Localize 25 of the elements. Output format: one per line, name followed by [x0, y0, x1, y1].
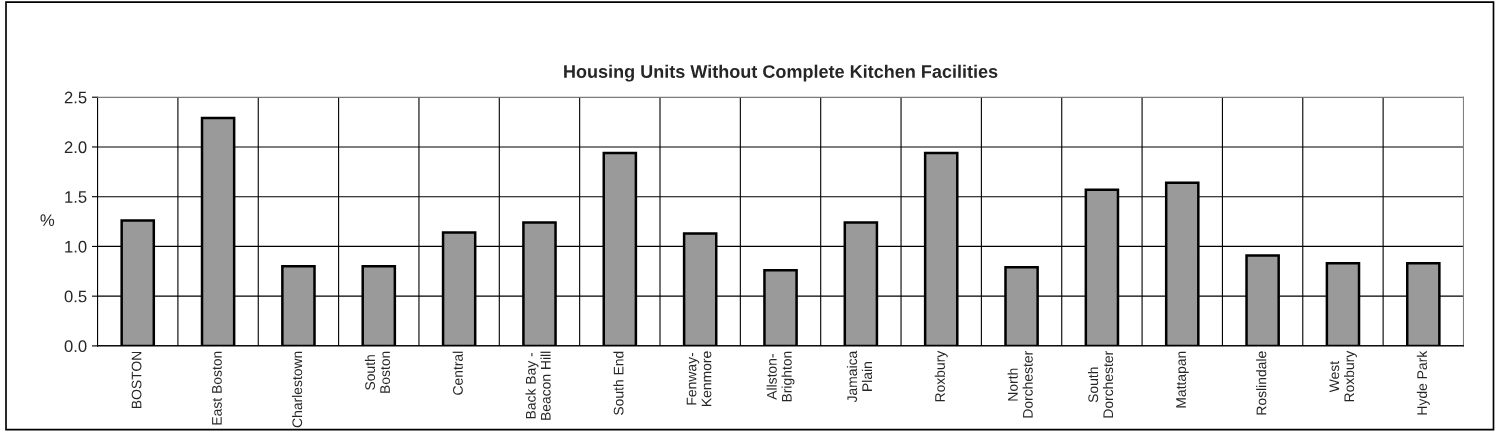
- x-tick-label: West Roxbury: [1329, 350, 1357, 402]
- x-tick-label: North Dorchester: [1007, 350, 1033, 418]
- y-tick-label: 0.5: [64, 290, 87, 303]
- y-tick-label: 2.0: [64, 141, 87, 154]
- x-tick-label: Charlestown: [291, 351, 303, 428]
- x-tick-label: Roslindale: [1256, 351, 1267, 415]
- x-tick-label: South End: [613, 351, 624, 415]
- y-tick-label: 2.5: [64, 91, 87, 104]
- x-tick-label: Hyde Park: [1416, 350, 1430, 415]
- x-tick-label: BOSTON: [131, 351, 142, 409]
- x-tick-label: Mattapan: [1176, 351, 1189, 408]
- x-tick-label: Roxbury: [934, 350, 948, 402]
- chart-title: Housing Units Without Complete Kitchen Facilities: [564, 64, 998, 82]
- y-tick-label: 0.0: [64, 340, 87, 353]
- x-tick-label: South Dorchester: [1087, 350, 1114, 418]
- x-tick-label: Fenway- Kenmore: [686, 351, 712, 406]
- x-tick-label: East Boston: [212, 351, 222, 425]
- x-tick-label: Allston- Brighton: [766, 351, 795, 402]
- x-tick-label: Central: [452, 351, 463, 395]
- x-tick-label: South Boston: [364, 351, 390, 393]
- y-tick-label: 1.5: [65, 191, 87, 203]
- x-tick-label: Jamaica Plain: [846, 350, 873, 403]
- x-tick-label: Back Bay - Beacon Hill: [525, 351, 551, 420]
- y-axis-title: %: [40, 214, 55, 226]
- y-tick-label: 1.0: [65, 240, 87, 253]
